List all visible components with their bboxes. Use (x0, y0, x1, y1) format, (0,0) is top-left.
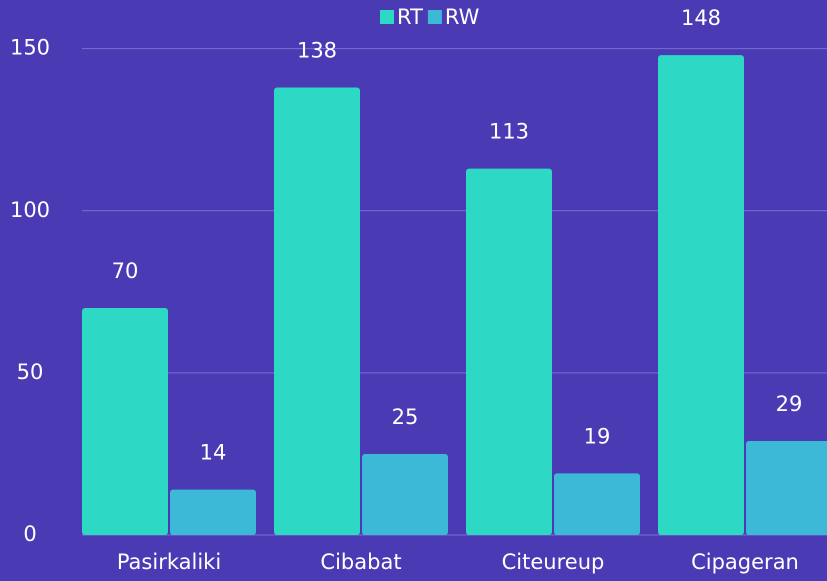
legend-swatch (427, 10, 442, 24)
legend-label: RW (445, 5, 480, 29)
value-label: 25 (392, 405, 419, 429)
legend-swatch (380, 10, 394, 24)
value-label: 138 (297, 39, 337, 63)
bar (466, 168, 552, 535)
y-tick-label: 50 (17, 360, 44, 384)
bar (746, 440, 827, 535)
bar (82, 308, 168, 535)
value-label: 70 (112, 259, 139, 283)
x-tick-label: Pasirkaliki (117, 550, 221, 574)
legend-label: RT (397, 5, 423, 29)
x-tick-label: Citeureup (502, 550, 605, 574)
value-label: 19 (584, 424, 611, 448)
bar (274, 87, 360, 535)
value-label: 148 (681, 6, 721, 30)
bar (554, 473, 640, 535)
y-tick-label: 0 (23, 522, 36, 546)
bar (170, 489, 256, 535)
y-tick-label: 100 (10, 198, 50, 222)
bar (658, 55, 744, 535)
value-label: 29 (776, 392, 803, 416)
value-label: 14 (200, 441, 227, 465)
x-tick-label: Cipageran (691, 550, 799, 574)
x-tick-label: Cibabat (320, 550, 401, 574)
value-label: 113 (489, 120, 529, 144)
y-tick-label: 150 (10, 36, 50, 60)
bar (362, 453, 448, 535)
